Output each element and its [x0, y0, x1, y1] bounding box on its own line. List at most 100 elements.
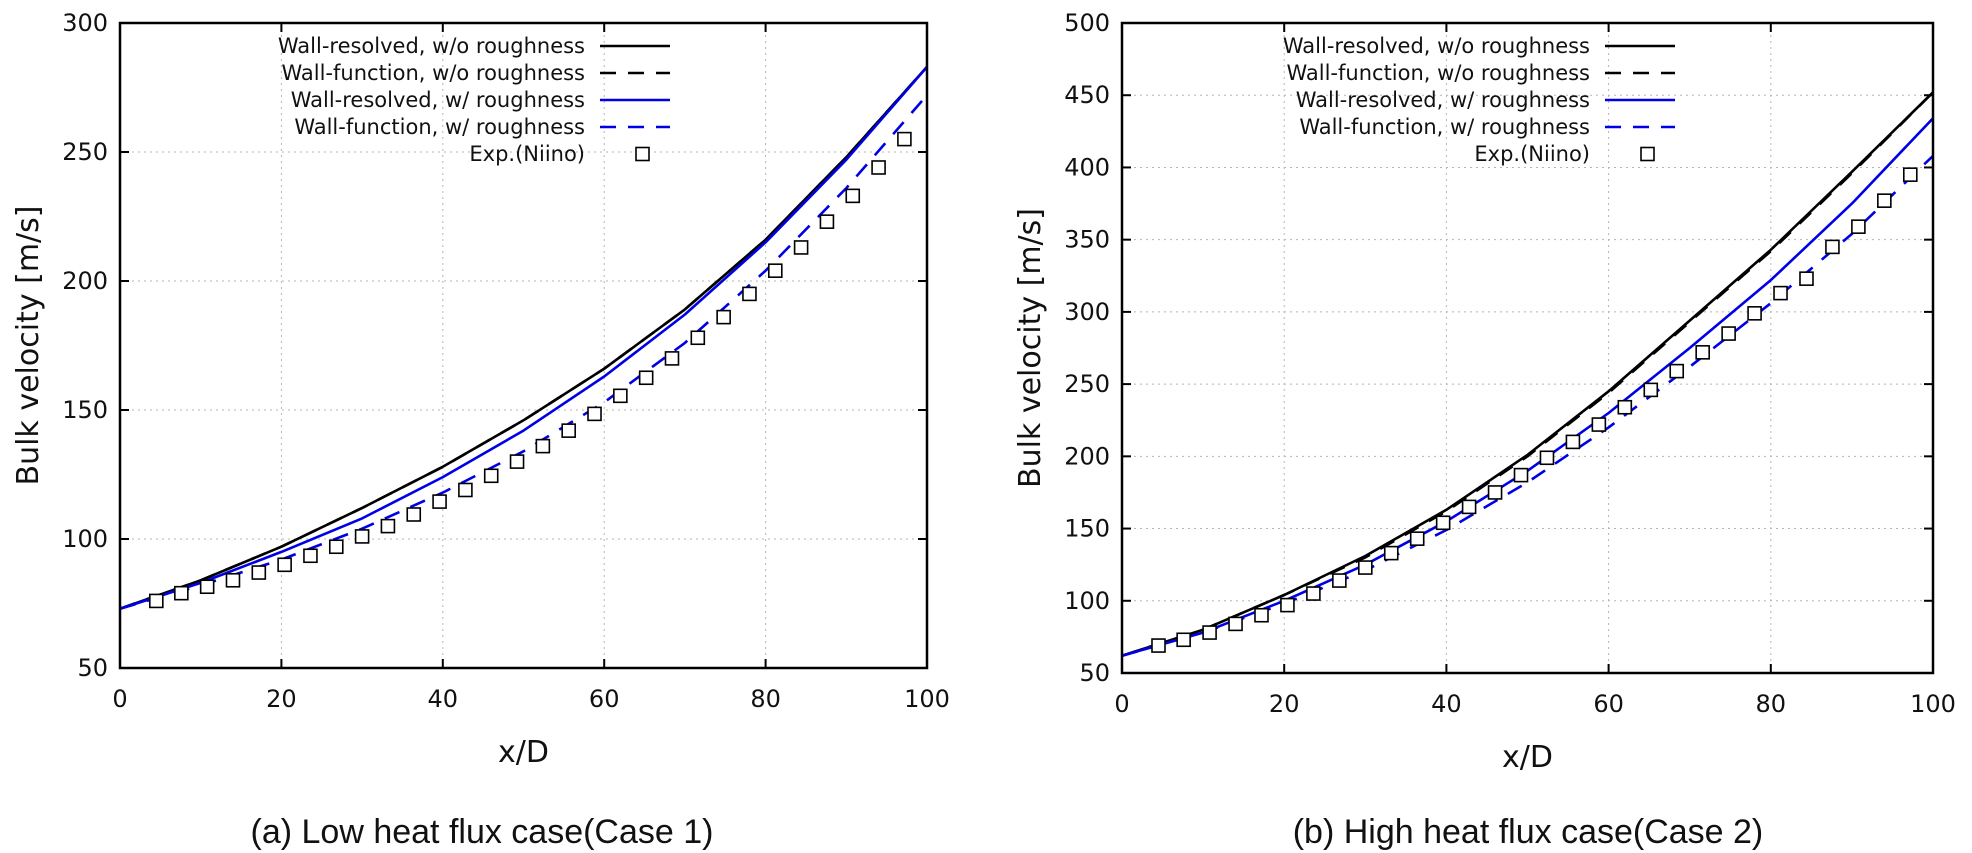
exp-data-point — [871, 160, 886, 175]
exp-data-point — [303, 548, 318, 564]
y-tick-labels: 50 100 150 200 250 300 — [62, 9, 108, 682]
legend-label: Wall-function, w/ roughness — [294, 115, 585, 139]
exp-data-point — [1643, 382, 1659, 398]
x-tick-label: 100 — [904, 685, 950, 713]
exp-data-point — [1383, 545, 1399, 561]
grid-lines — [119, 22, 928, 669]
series-line-wall-function-w-o-roughness — [1121, 91, 1934, 657]
exp-data-point — [1902, 167, 1918, 182]
series-layer — [119, 66, 928, 610]
y-tick-label: 300 — [1064, 298, 1110, 326]
y-tick-labels: 50 100 150 200 250 300 350 400 450 500 — [1064, 9, 1110, 687]
x-tick-label: 80 — [750, 685, 781, 713]
exp-data-point — [199, 579, 215, 595]
y-axis-label: Bulk velocity [m/s] — [1013, 208, 1048, 488]
exp-data-point — [1358, 560, 1373, 575]
series-line-wall-function-w-o-roughness — [119, 66, 928, 610]
series-line-wall-resolved-w-roughness — [119, 66, 928, 610]
legend-label: Wall-resolved, w/o roughness — [278, 34, 585, 58]
exp-data-point — [1306, 586, 1321, 601]
legend-label: Wall-resolved, w/ roughness — [1296, 88, 1590, 112]
exp-data-point — [1669, 363, 1685, 379]
exp-data-point — [1591, 417, 1607, 432]
exp-data-point — [1487, 485, 1503, 500]
x-axis-label: x/D — [1502, 740, 1553, 775]
y-tick-label: 350 — [1064, 226, 1110, 254]
exp-data-point — [716, 309, 731, 325]
y-tick-label: 250 — [1064, 370, 1110, 398]
exp-data-point — [1202, 625, 1217, 640]
exp-data-point — [587, 406, 602, 422]
exp-data-point — [1332, 573, 1347, 588]
chart-panel-a: 0 20 40 60 80 100 50 100 150 200 250 300… — [11, 9, 950, 851]
y-tick-label: 500 — [1064, 9, 1110, 37]
legend: Wall-resolved, w/o roughness Wall-functi… — [278, 34, 670, 166]
x-tick-label: 80 — [1756, 690, 1787, 718]
exp-data-point — [1825, 239, 1840, 255]
exp-data-point — [1721, 326, 1736, 341]
legend: Wall-resolved, w/o roughness Wall-functi… — [1283, 34, 1675, 166]
y-tick-label: 200 — [62, 267, 108, 295]
x-tick-label: 40 — [1431, 690, 1462, 718]
y-tick-label: 50 — [77, 654, 108, 682]
exp-data-point — [1617, 399, 1633, 415]
exp-data-point — [225, 572, 241, 588]
exp-data-point — [251, 565, 267, 580]
exp-data-point — [664, 351, 680, 366]
exp-data-point — [690, 330, 706, 346]
exp-data-point — [1851, 219, 1866, 234]
y-tick-label: 150 — [1064, 515, 1110, 543]
exp-data-point — [174, 585, 189, 601]
exp-data-point — [1280, 597, 1295, 613]
x-tick-labels: 0 20 40 60 80 100 — [1114, 690, 1956, 718]
exp-data-point — [742, 286, 757, 302]
legend-marker — [635, 146, 650, 162]
exp-data-point — [1435, 515, 1451, 531]
exp-data-point — [1877, 193, 1892, 208]
exp-data-point — [845, 188, 861, 204]
exp-data-point — [1151, 638, 1166, 653]
exp-data-point — [613, 388, 628, 404]
exp-data-point — [1513, 467, 1529, 483]
exp-data-point — [767, 263, 783, 278]
y-tick-label: 100 — [62, 525, 108, 553]
x-tick-label: 100 — [1910, 690, 1956, 718]
exp-data-point — [1799, 271, 1814, 286]
x-axis-label: x/D — [498, 735, 549, 770]
y-tick-label: 250 — [62, 138, 108, 166]
legend-label: Exp.(Niino) — [1474, 142, 1590, 166]
exp-data-point — [458, 482, 473, 498]
series-layer — [1121, 91, 1934, 657]
legend-label: Wall-function, w/ roughness — [1299, 115, 1590, 139]
x-tick-label: 20 — [1269, 690, 1300, 718]
exp-data-point — [380, 518, 396, 534]
exp-data-point — [406, 507, 422, 522]
y-tick-label: 300 — [62, 9, 108, 37]
chart-panel-b: 0 20 40 60 80 100 50 100 150 200 250 300… — [1013, 9, 1956, 851]
x-tick-label: 60 — [589, 685, 620, 713]
plot-frame — [1120, 21, 1935, 675]
exp-data-point — [1409, 531, 1425, 546]
exp-data-point — [149, 593, 164, 609]
x-tick-label: 0 — [112, 685, 127, 713]
x-tick-labels: 0 20 40 60 80 100 — [112, 685, 950, 713]
exp-data-point — [1176, 632, 1191, 648]
exp-data-point — [277, 557, 292, 573]
exp-data-point — [561, 423, 576, 438]
exp-data-point — [432, 494, 447, 509]
exp-data-point — [1254, 607, 1269, 623]
x-tick-label: 60 — [1593, 690, 1624, 718]
figure-caption: (a) Low heat flux case(Case 1) — [251, 813, 714, 851]
y-tick-label: 150 — [62, 396, 108, 424]
x-tick-label: 20 — [266, 685, 297, 713]
exp-data-point — [1228, 616, 1243, 632]
exp-data-point — [819, 214, 835, 229]
plot-frame — [118, 21, 929, 670]
exp-data-point — [1773, 285, 1788, 301]
exp-data-point — [328, 539, 344, 555]
x-tick-label: 40 — [428, 685, 459, 713]
y-tick-label: 50 — [1079, 659, 1110, 687]
legend-label: Exp.(Niino) — [469, 142, 585, 166]
